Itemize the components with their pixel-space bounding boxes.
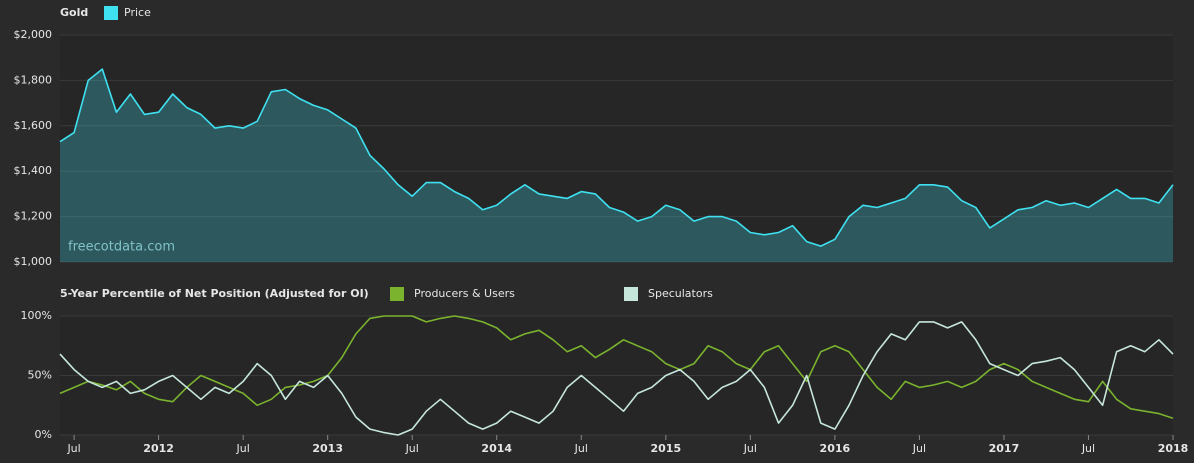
x-tick-label: 2013 [312,442,343,455]
x-tick-label: Jul [66,442,80,455]
x-tick-label: Jul [405,442,419,455]
series-line [59,68,1174,247]
x-tick-label: Jul [236,442,250,455]
series-line [59,315,1174,420]
y-tick-label: $1,200 [14,210,53,223]
y-tick-label: $2,000 [14,28,53,41]
x-tick-label: Jul [574,442,588,455]
legend-swatch [104,6,118,20]
chart-title: Gold [60,6,88,19]
y-tick-label: 0% [35,428,52,441]
x-tick-label: 2012 [143,442,174,455]
legend-label: Speculators [648,287,713,300]
legend-label: Price [124,6,151,19]
x-tick-label: Jul [743,442,757,455]
legend-swatch [624,287,638,301]
y-tick-label: 100% [21,309,52,322]
x-tick-label: 2014 [481,442,512,455]
y-tick-label: $1,000 [14,255,53,268]
y-tick-label: $1,400 [14,164,53,177]
x-tick-label: Jul [1081,442,1095,455]
x-tick-label: 2017 [989,442,1020,455]
watermark: freecotdata.com [68,240,175,255]
x-tick-label: 2015 [650,442,681,455]
y-tick-label: $1,800 [14,73,53,86]
y-tick-label: $1,600 [14,119,53,132]
y-tick-label: 50% [28,369,52,382]
legend-swatch [390,287,404,301]
x-tick-label: 2018 [1158,442,1189,455]
x-tick-label: 2016 [820,442,851,455]
x-tick-label: Jul [912,442,926,455]
chart-title: 5-Year Percentile of Net Position (Adjus… [60,287,369,300]
legend-label: Producers & Users [414,287,515,300]
series-line [59,321,1174,436]
